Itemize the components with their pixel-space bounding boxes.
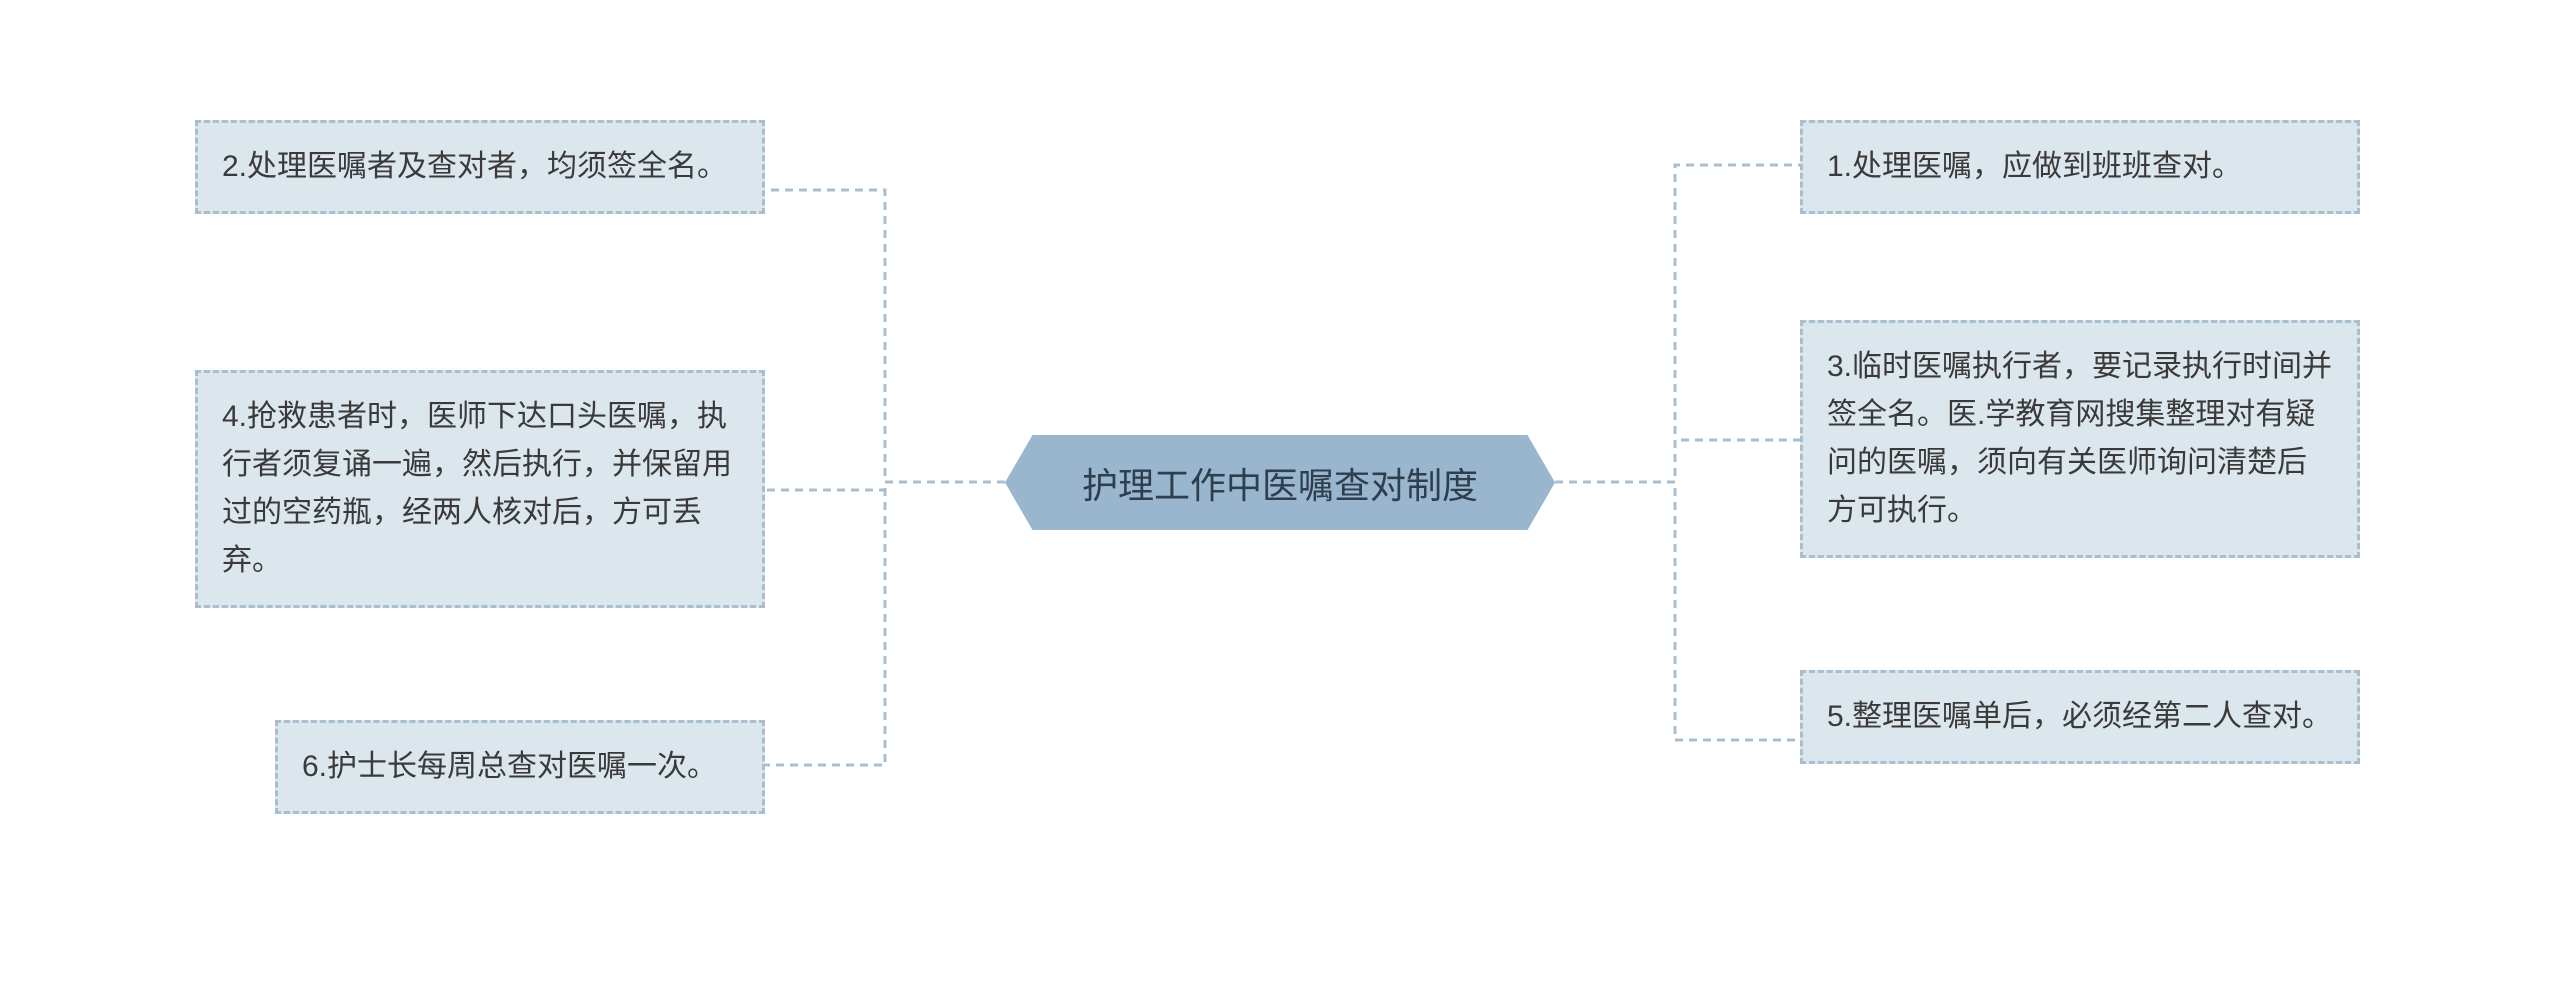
connector [1555,165,1800,482]
leaf-node-4: 4.抢救患者时，医师下达口头医嘱，执行者须复诵一遍，然后执行，并保留用过的空药瓶… [195,370,765,608]
leaf-node-5: 5.整理医嘱单后，必须经第二人查对。 [1800,670,2360,764]
connector [765,482,1005,765]
leaf-node-3: 3.临时医嘱执行者，要记录执行时间并签全名。医.学教育网搜集整理对有疑问的医嘱，… [1800,320,2360,558]
connector [1555,482,1800,740]
connector [1555,440,1800,482]
center-topic: 护理工作中医嘱查对制度 [1005,435,1555,530]
connector [765,482,1005,490]
leaf-node-1: 1.处理医嘱，应做到班班查对。 [1800,120,2360,214]
leaf-node-6: 6.护士长每周总查对医嘱一次。 [275,720,765,814]
leaf-node-2: 2.处理医嘱者及查对者，均须签全名。 [195,120,765,214]
connector [765,190,1005,482]
mindmap-canvas: 护理工作中医嘱查对制度 2.处理医嘱者及查对者，均须签全名。 4.抢救患者时，医… [0,0,2560,989]
